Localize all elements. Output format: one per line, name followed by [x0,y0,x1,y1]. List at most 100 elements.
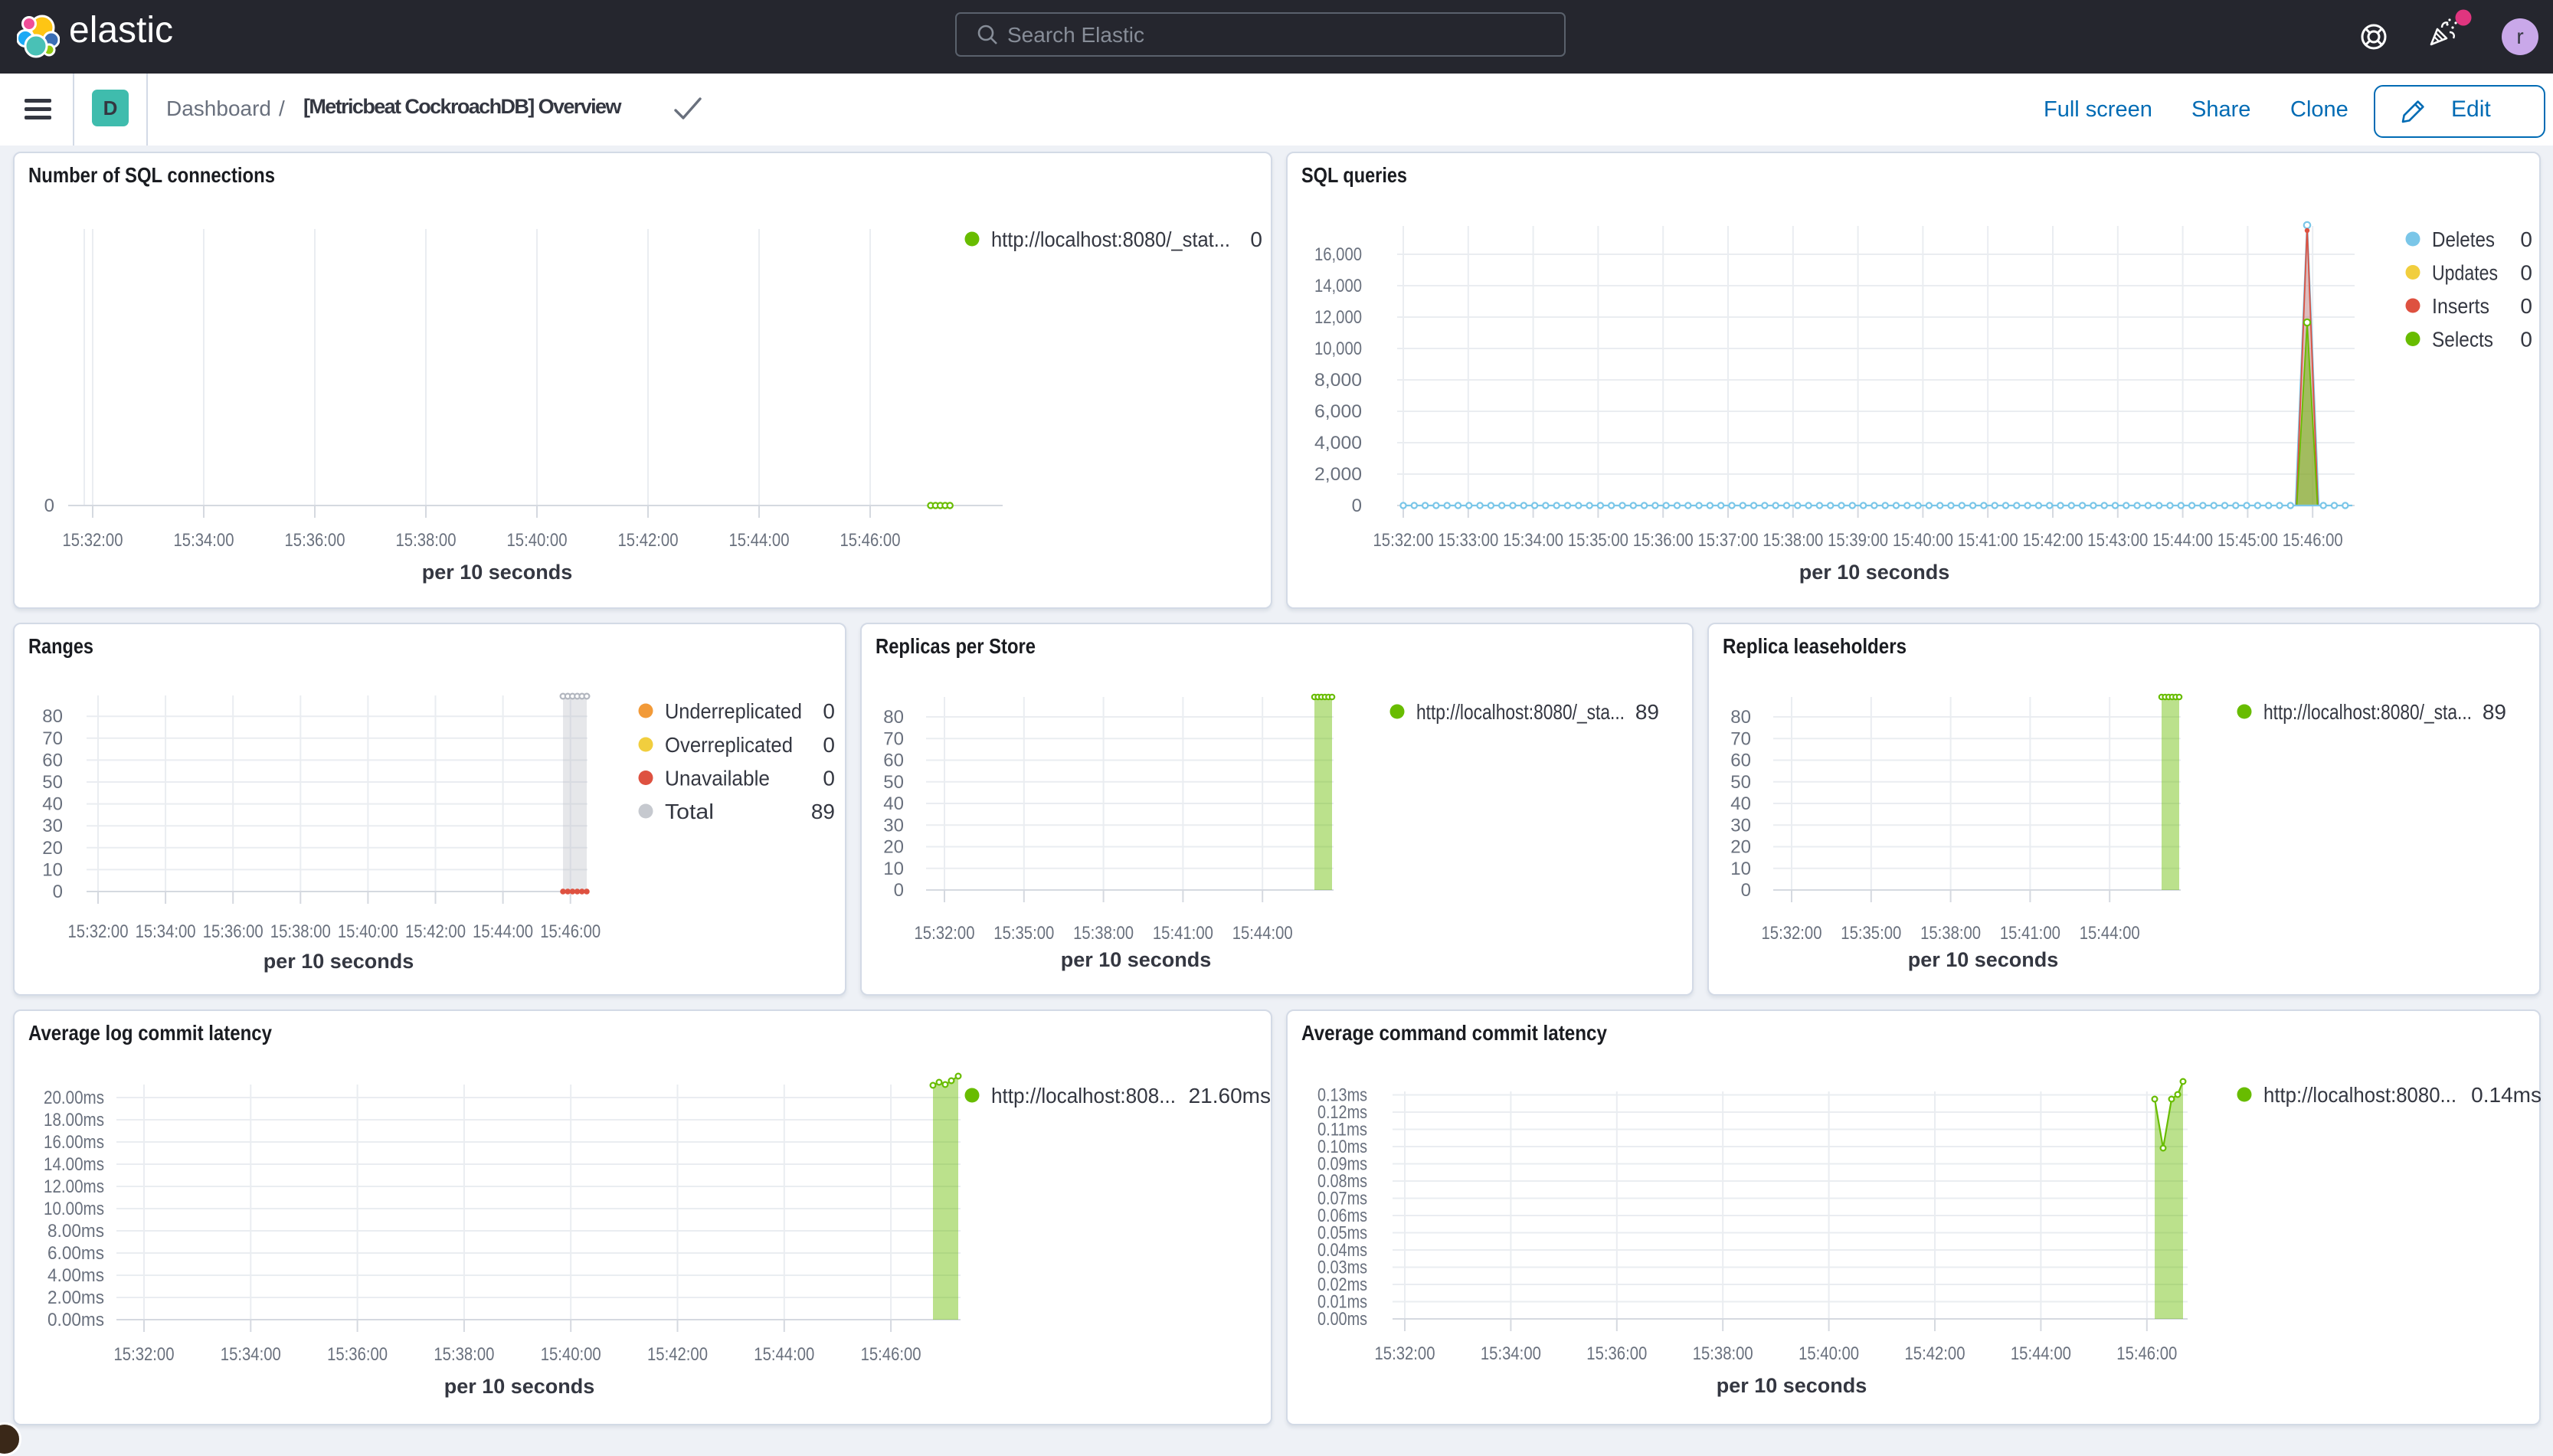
svg-text:15:40:00: 15:40:00 [541,1344,601,1365]
svg-text:30: 30 [1730,815,1751,836]
svg-text:15:32:00: 15:32:00 [1375,1343,1435,1364]
svg-text:15:42:00: 15:42:00 [618,530,679,551]
svg-text:0.01ms: 0.01ms [1317,1292,1367,1313]
svg-text:SQL queries: SQL queries [1301,163,1407,187]
svg-text:15:35:00: 15:35:00 [1568,530,1628,551]
svg-text:Updates: Updates [2432,261,2498,285]
svg-text:0.11ms: 0.11ms [1317,1120,1367,1140]
svg-text:0.05ms: 0.05ms [1317,1223,1367,1244]
svg-text:0.02ms: 0.02ms [1317,1274,1367,1295]
svg-text:30: 30 [883,815,904,836]
svg-text:0.14ms: 0.14ms [2471,1083,2542,1107]
svg-text:40: 40 [42,794,63,815]
svg-text:15:44:00: 15:44:00 [1232,923,1293,944]
svg-text:0: 0 [823,733,835,757]
svg-text:15:44:00: 15:44:00 [473,921,533,942]
svg-text:0.07ms: 0.07ms [1317,1189,1367,1209]
svg-text:15:40:00: 15:40:00 [507,530,568,551]
svg-text:0: 0 [823,767,835,790]
svg-text:20: 20 [42,838,63,859]
svg-text:per 10 seconds: per 10 seconds [1799,561,1950,584]
svg-text:2,000: 2,000 [1314,464,1362,485]
svg-text:16.00ms: 16.00ms [44,1132,104,1153]
svg-text:15:44:00: 15:44:00 [2080,923,2140,944]
svg-text:0.00ms: 0.00ms [1317,1309,1367,1330]
svg-text:10,000: 10,000 [1314,339,1362,359]
svg-text:15:32:00: 15:32:00 [114,1344,175,1365]
svg-text:15:38:00: 15:38:00 [270,921,331,942]
svg-text:15:40:00: 15:40:00 [1893,530,1953,551]
svg-text:15:38:00: 15:38:00 [1920,923,1981,944]
svg-text:15:34:00: 15:34:00 [1481,1343,1541,1364]
svg-text:89: 89 [2483,700,2506,724]
svg-text:0.03ms: 0.03ms [1317,1258,1367,1278]
svg-text:15:44:00: 15:44:00 [754,1344,814,1365]
svg-text:15:32:00: 15:32:00 [915,923,975,944]
svg-text:15:36:00: 15:36:00 [285,530,345,551]
svg-text:12.00ms: 12.00ms [44,1176,104,1197]
svg-text:15:33:00: 15:33:00 [1438,530,1498,551]
svg-text:40: 40 [883,793,904,814]
svg-text:15:35:00: 15:35:00 [1841,923,1901,944]
svg-text:http://localhost:8080/_sta...: http://localhost:8080/_sta... [2263,700,2472,724]
svg-text:15:46:00: 15:46:00 [2116,1343,2177,1364]
svg-text:10: 10 [883,859,904,879]
svg-text:http://localhost:8080...: http://localhost:8080... [2263,1083,2456,1107]
svg-text:Inserts: Inserts [2432,294,2489,318]
svg-text:8,000: 8,000 [1314,370,1362,391]
svg-text:14.00ms: 14.00ms [44,1154,104,1175]
svg-text:15:32:00: 15:32:00 [63,530,123,551]
svg-text:80: 80 [1730,707,1751,728]
svg-text:50: 50 [883,772,904,793]
svg-text:21.60ms: 21.60ms [1189,1084,1271,1108]
svg-text:per 10 seconds: per 10 seconds [1908,948,2059,971]
svg-text:15:42:00: 15:42:00 [405,921,466,942]
svg-text:15:38:00: 15:38:00 [1073,923,1134,944]
svg-text:70: 70 [1730,728,1751,749]
svg-text:30: 30 [42,816,63,836]
svg-text:0: 0 [53,882,63,902]
svg-text:15:46:00: 15:46:00 [861,1344,921,1365]
svg-text:20: 20 [1730,837,1751,858]
svg-text:12,000: 12,000 [1314,307,1362,328]
svg-text:0.08ms: 0.08ms [1317,1171,1367,1192]
svg-text:per 10 seconds: per 10 seconds [1717,1374,1867,1397]
svg-text:15:36:00: 15:36:00 [1586,1343,1647,1364]
svg-text:15:41:00: 15:41:00 [1958,530,2018,551]
svg-text:15:44:00: 15:44:00 [729,530,790,551]
svg-text:15:36:00: 15:36:00 [327,1344,388,1365]
svg-text:15:34:00: 15:34:00 [174,530,234,551]
svg-text:Underreplicated: Underreplicated [665,699,802,723]
svg-text:Number of SQL connections: Number of SQL connections [28,163,275,187]
svg-text:80: 80 [883,707,904,728]
svg-text:15:46:00: 15:46:00 [840,530,901,551]
svg-text:15:44:00: 15:44:00 [2152,530,2213,551]
svg-text:0.06ms: 0.06ms [1317,1206,1367,1226]
svg-text:50: 50 [1730,772,1751,793]
svg-text:15:42:00: 15:42:00 [647,1344,708,1365]
svg-text:15:40:00: 15:40:00 [338,921,398,942]
svg-text:Unavailable: Unavailable [665,767,770,790]
svg-text:2.00ms: 2.00ms [47,1287,104,1308]
svg-text:15:40:00: 15:40:00 [1799,1343,1859,1364]
svg-text:14,000: 14,000 [1314,276,1362,296]
svg-text:0: 0 [2520,294,2532,318]
svg-text:60: 60 [883,751,904,771]
svg-text:15:41:00: 15:41:00 [1153,923,1213,944]
svg-text:15:32:00: 15:32:00 [68,921,129,942]
svg-text:16,000: 16,000 [1314,244,1362,265]
svg-text:Deletes: Deletes [2432,227,2495,251]
svg-text:6.00ms: 6.00ms [47,1243,104,1264]
svg-text:Selects: Selects [2432,328,2493,352]
svg-text:20: 20 [883,837,904,858]
svg-text:Replica leaseholders: Replica leaseholders [1723,634,1907,658]
svg-text:0: 0 [2520,227,2532,251]
svg-text:0.00ms: 0.00ms [47,1310,104,1330]
svg-text:Total: Total [665,800,714,823]
svg-text:20.00ms: 20.00ms [44,1088,104,1108]
svg-text:15:42:00: 15:42:00 [2023,530,2083,551]
svg-text:15:43:00: 15:43:00 [2087,530,2148,551]
svg-text:80: 80 [42,706,63,727]
svg-text:per 10 seconds: per 10 seconds [263,950,414,973]
svg-text:0.12ms: 0.12ms [1317,1102,1367,1123]
